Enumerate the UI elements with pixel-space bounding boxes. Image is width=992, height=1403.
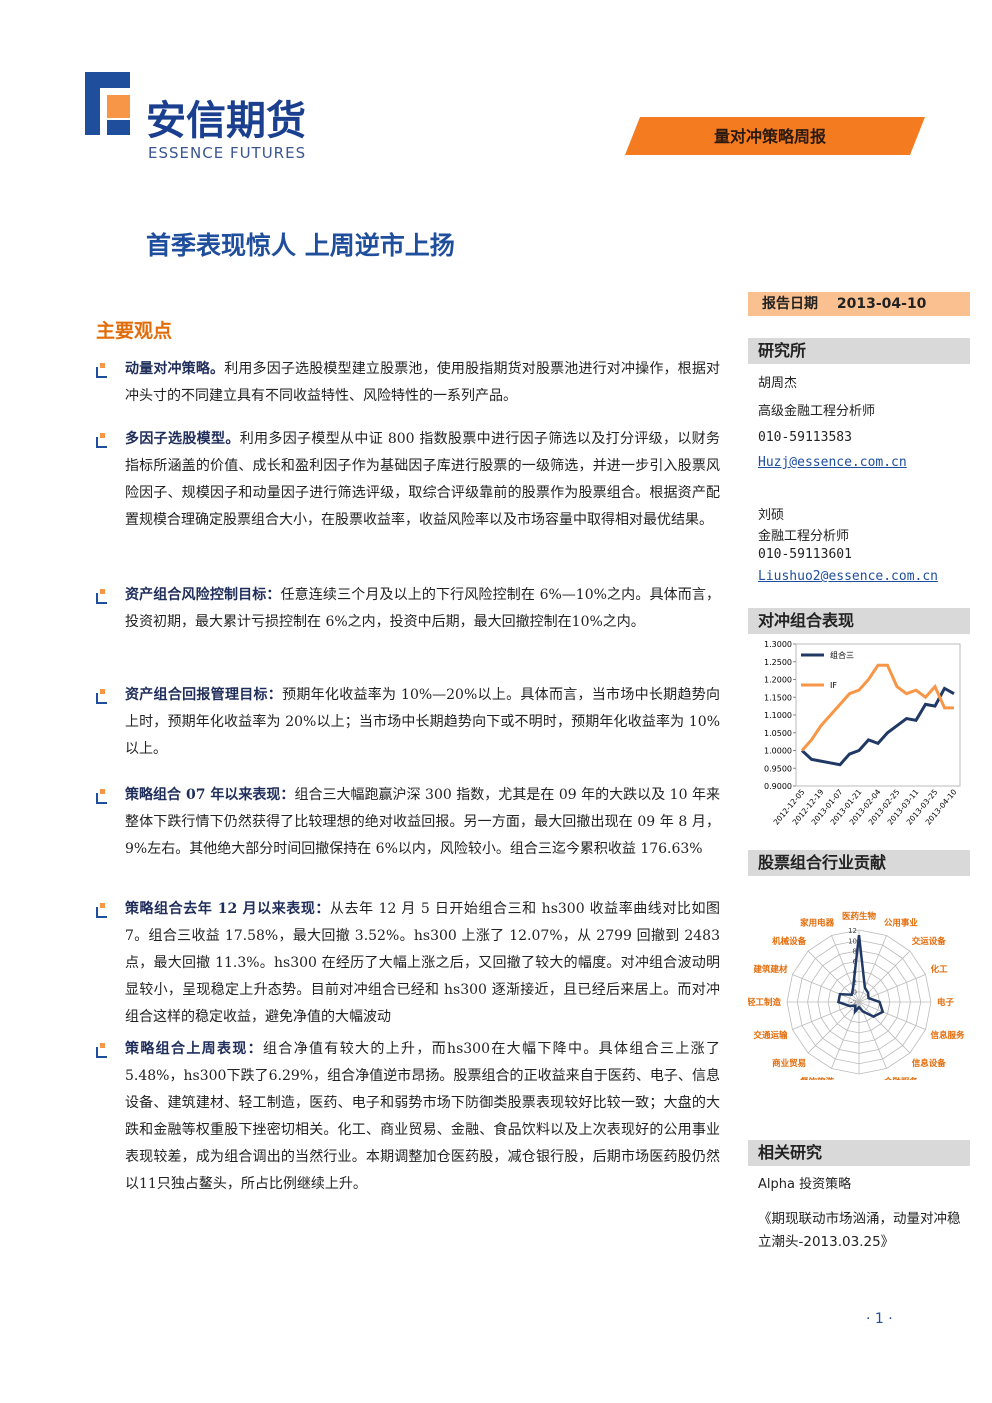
category-label: 轻工制造 (748, 997, 781, 1008)
paragraph-text: 任意连续三个月及以上的下行风险控制在 6%—10%之内。具体而言，投资初期，最大… (125, 587, 720, 630)
y-tick-label: 1.2000 (764, 676, 792, 685)
date-box: 报告日期 2013-04-10 (748, 292, 970, 316)
title: 首季表现惊人 上周逆市上扬 (146, 231, 455, 260)
logo-en: ESSENCE FUTURES (148, 144, 306, 162)
bullet (96, 789, 107, 804)
r-tick-label: 8 (853, 948, 857, 956)
logo-cn: 安信期货 (146, 98, 306, 144)
legend-label: 组合三 (830, 650, 854, 660)
y-tick-label: 1.1500 (764, 693, 792, 702)
category-label: 交通运输 (754, 1030, 789, 1041)
paragraph-lead: 策略组合去年 12 月以来表现： (125, 901, 330, 917)
analyst-phone: 010-59113583 (758, 430, 852, 445)
spoke (858, 1001, 926, 1030)
bullet (96, 903, 107, 918)
radar-area (836, 935, 885, 1018)
analyst-role: 金融工程分析师 (758, 529, 850, 544)
y-tick-label: 1.2500 (764, 658, 792, 667)
bullet (96, 589, 107, 604)
category-label: 信息设备 (912, 1058, 947, 1069)
bullet (96, 433, 107, 448)
category-label: 家用电器 (800, 918, 835, 929)
paragraph-text: 组合三大幅跑赢沪深 300 指数，尤其是在 09 年的大跌以及 10 年来整体下… (125, 787, 720, 857)
paragraph: 动量对冲策略。利用多因子选股模型建立股票池，使用股指期货对股票池进行对冲操作，根… (125, 356, 720, 410)
paragraph: 策略组合 07 年以来表现：组合三大幅跑赢沪深 300 指数，尤其是在 09 年… (125, 782, 720, 863)
paragraph: 策略组合去年 12 月以来表现：从去年 12 月 5 日开始组合三和 hs300… (125, 896, 720, 1031)
paragraph: 策略组合上周表现：组合净值有较大的上升，而hs300在大幅下降中。具体组合三上涨… (125, 1036, 720, 1198)
spoke (792, 974, 860, 1003)
spoke (831, 935, 860, 1003)
date: 2013-04-10 (836, 296, 927, 312)
category-label: 商业贸易 (772, 1058, 806, 1069)
category-label: 信息服务 (930, 1030, 965, 1041)
header: 安信期货 ESSENCE FUTURES 量对冲策略周报 (85, 72, 925, 162)
sidebar-heading: 对冲组合表现 (748, 608, 970, 634)
series-line (800, 663, 954, 752)
logo-shape (85, 72, 130, 135)
page-number: · 1 · (866, 1311, 893, 1327)
analyst-role: 高级金融工程分析师 (758, 404, 876, 419)
paragraph-lead: 策略组合上周表现： (125, 1041, 264, 1057)
paragraph: 多因子选股模型。利用多因子模型从中证 800 指数股票中进行因子筛选以及打分评级… (125, 426, 720, 534)
line-chart: 0.9000 0.9500 1.0000 1.0500 1.1000 1.1500 1.20… (764, 640, 961, 827)
category-label: 化工 (930, 964, 948, 975)
spoke (858, 935, 887, 1003)
paragraph-text: 组合净值有较大的上升，而hs300在大幅下降中。具体组合三上涨了5.48%，hs… (125, 1041, 721, 1192)
paragraph-lead: 资产组合回报管理目标： (125, 687, 283, 703)
banner-text: 量对冲策略周报 (714, 127, 826, 146)
series-line (800, 686, 955, 767)
related-item: 《期现联动市场汹涌，动量对冲稳立潮头-2013.03.25》 (758, 1211, 961, 1250)
paragraph-text: 利用多因子选股模型建立股票池，使用股指期货对股票池进行对冲操作，根据对冲头寸的不… (125, 361, 721, 404)
category-label: 金融服务 (883, 1076, 919, 1080)
y-tick-label: 0.9500 (764, 764, 792, 773)
category-label: 餐饮旅游 (799, 1076, 835, 1080)
paragraph: 资产组合风险控制目标：任意连续三个月及以上的下行风险控制在 6%—10%之内。具… (125, 582, 720, 636)
r-tick-label: 12 (848, 927, 857, 935)
y-tick-label: 1.0000 (764, 747, 792, 756)
y-tick-label: 0.9000 (764, 782, 792, 791)
logo-square (107, 95, 130, 118)
category-label: 电子 (937, 997, 955, 1008)
bullet (96, 689, 107, 704)
paragraph-lead: 资产组合风险控制目标： (125, 587, 281, 603)
paragraph-text: 预期年化收益率为 10%—20%以上。具体而言，当市场中长期趋势向上时，预期年化… (125, 687, 721, 757)
r-tick-label: 10 (848, 937, 857, 945)
analyst-phone: 010-59113601 (758, 547, 852, 562)
logo-shape (107, 120, 130, 135)
spoke (858, 1001, 911, 1054)
paragraph: 资产组合回报管理目标：预期年化收益率为 10%—20%以上。具体而言，当市场中长… (125, 682, 720, 763)
analyst-email[interactable]: Liushuo2@essence.com.cn (758, 569, 939, 584)
legend-label: IF (830, 681, 837, 690)
paragraph-text: 从去年 12 月 5 日开始组合三和 hs300 收益率曲线对比如图 7。组合三… (125, 901, 720, 1025)
category-label: 建筑建材 (753, 964, 789, 975)
paragraph-text: 利用多因子模型从中证 800 指数股票中进行因子筛选以及打分评级，以财务指标所涵… (125, 431, 721, 528)
category-label: 公用事业 (884, 918, 919, 929)
sidebar-heading: 股票组合行业贡献 (748, 850, 970, 876)
bullet (96, 1043, 107, 1058)
paragraph-lead: 动量对冲策略。 (125, 361, 225, 377)
category-label: 机械设备 (772, 936, 807, 947)
date-label: 报告日期 (762, 296, 818, 312)
y-tick-label: 1.1000 (764, 711, 792, 720)
r-tick-label: -2 (850, 999, 857, 1007)
paragraph-lead: 多因子选股模型。 (125, 431, 240, 447)
radar-chart: -2024681012医药生物公用事业交运设备化工电子信息服务信息设备金融服务食… (748, 911, 965, 1080)
category-label: 医药生物 (842, 911, 877, 922)
sidebar-heading: 相关研究 (748, 1140, 970, 1166)
spoke (807, 1001, 860, 1054)
banner (625, 117, 925, 155)
paragraph-lead: 策略组合 07 年以来表现： (125, 787, 295, 803)
y-tick-label: 1.3000 (764, 640, 792, 649)
section-heading: 主要观点 (96, 320, 173, 342)
related-item: Alpha 投资策略 (758, 1177, 852, 1192)
analyst-email[interactable]: Huzj@essence.com.cn (758, 455, 907, 470)
category-label: 交运设备 (912, 936, 947, 947)
sidebar-heading: 研究所 (748, 338, 970, 364)
analyst-name: 胡周杰 (758, 376, 798, 391)
analyst-name: 刘硕 (758, 508, 785, 523)
y-tick-label: 1.0500 (764, 729, 792, 738)
bullet (96, 363, 107, 378)
